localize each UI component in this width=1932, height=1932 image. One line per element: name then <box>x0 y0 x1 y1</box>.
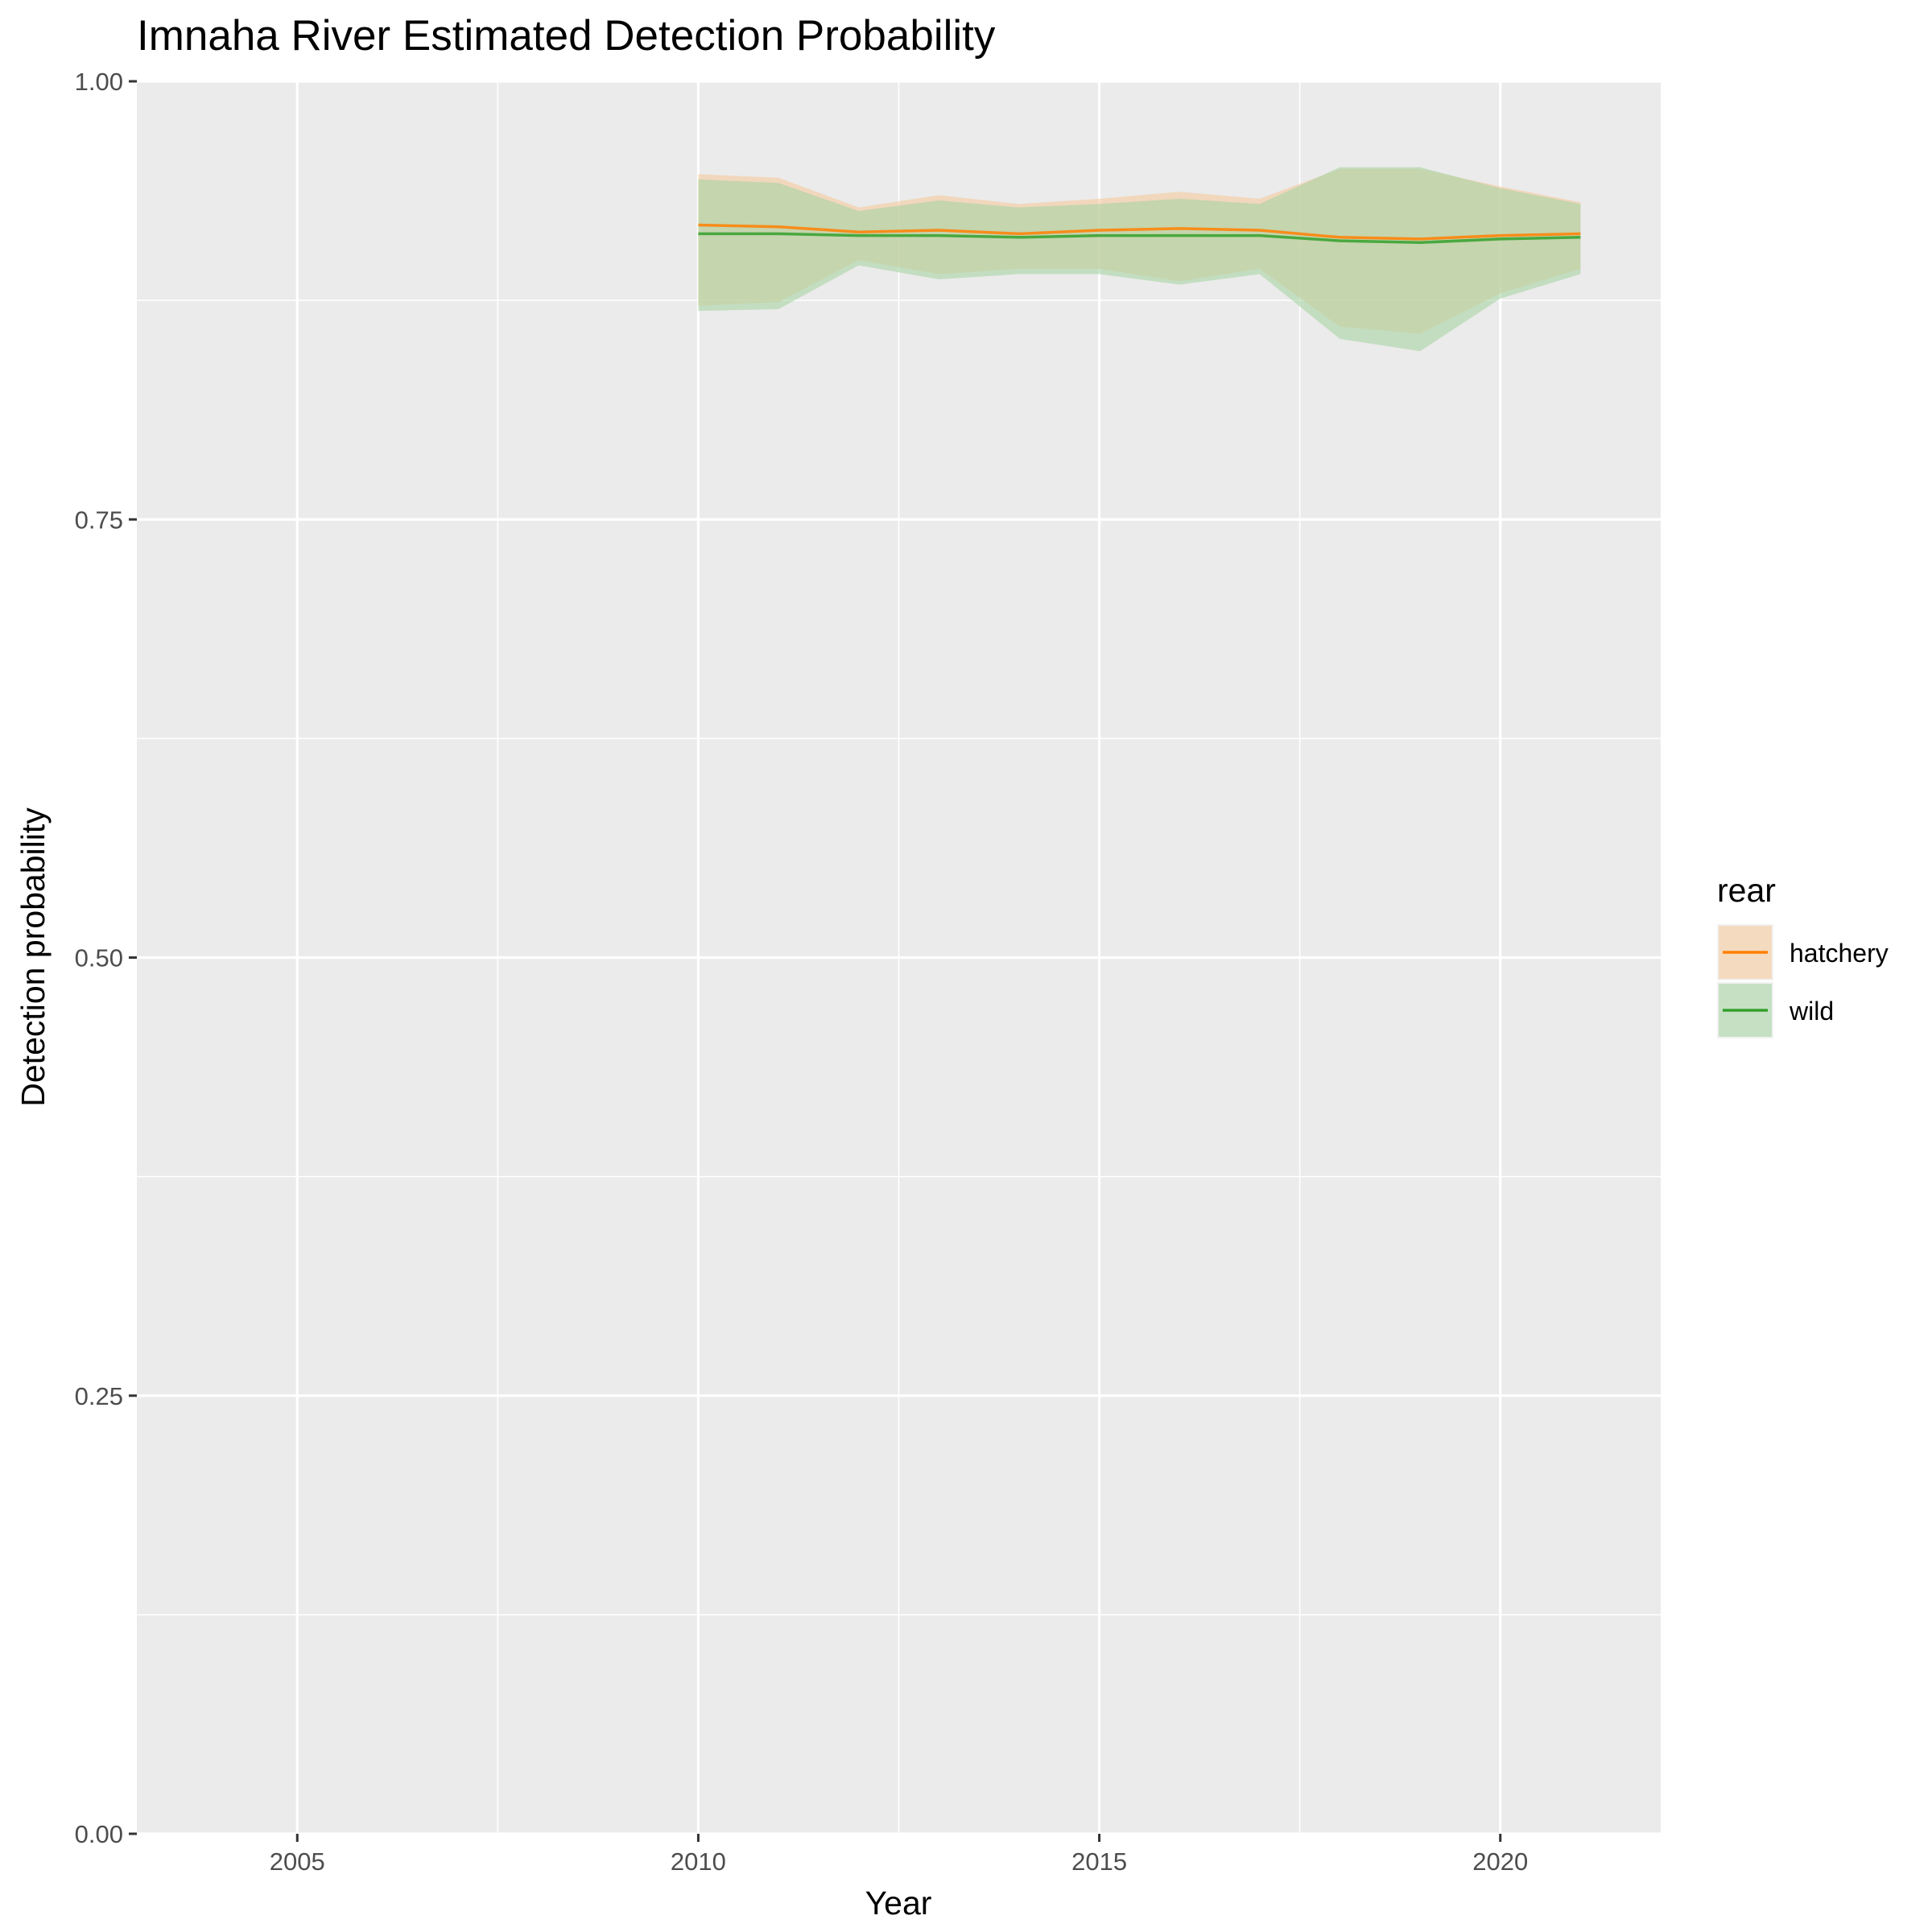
grid-major <box>137 80 1661 1835</box>
y-axis: 0.00 0.25 0.50 0.75 1.00 <box>75 68 137 1848</box>
x-tick-label: 2010 <box>671 1847 726 1876</box>
x-tick-label: 2015 <box>1071 1847 1127 1876</box>
y-tick-label: 0.00 <box>75 1820 123 1848</box>
confidence-ribbons <box>698 167 1581 352</box>
line-hatchery <box>698 223 1581 241</box>
y-tick-label: 0.75 <box>75 506 123 534</box>
ribbon-wild <box>698 167 1581 352</box>
x-axis: 2005 2010 2015 2020 <box>270 1834 1528 1876</box>
estimate-lines <box>698 223 1581 245</box>
y-tick-label: 1.00 <box>75 68 123 96</box>
legend-title: rear <box>1717 872 1776 909</box>
line-wild <box>698 232 1581 245</box>
legend-label-hatchery: hatchery <box>1790 939 1889 968</box>
legend-label-wild: wild <box>1789 997 1834 1026</box>
chart-title: Imnaha River Estimated Detection Probabi… <box>137 12 996 60</box>
y-axis-title: Detection probability <box>14 807 52 1107</box>
y-tick-label: 0.50 <box>75 944 123 972</box>
x-tick-label: 2020 <box>1472 1847 1528 1876</box>
legend: rear hatchery wild <box>1717 872 1889 1038</box>
x-tick-label: 2005 <box>270 1847 325 1876</box>
x-axis-title: Year <box>865 1885 932 1922</box>
y-tick-label: 0.25 <box>75 1382 123 1410</box>
